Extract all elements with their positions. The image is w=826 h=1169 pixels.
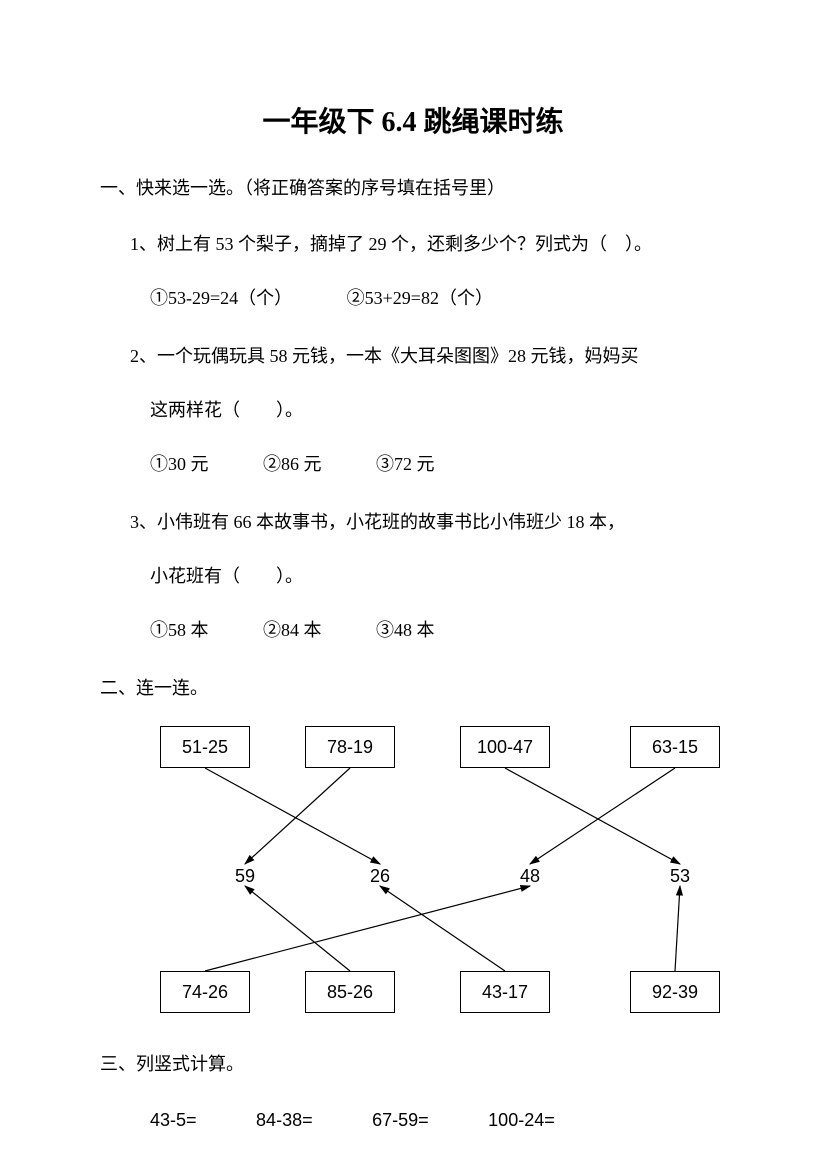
page-title: 一年级下 6.4 跳绳课时练	[100, 100, 726, 140]
q3-text-cont: 小花班有（ ）。	[150, 558, 726, 594]
q3-text: 3、小伟班有 66 本故事书，小花班的故事书比小伟班少 18 本，	[130, 504, 726, 540]
expr-box: 78-19	[305, 726, 395, 768]
expr-box: 63-15	[630, 726, 720, 768]
section3-header: 三、列竖式计算。	[100, 1046, 726, 1082]
q2-opt1: ①30 元	[150, 446, 209, 482]
answer-number: 59	[235, 866, 255, 887]
calc-3: 67-59=	[372, 1102, 429, 1138]
q1-opt1: ①53-29=24（个）	[150, 280, 292, 316]
answer-number: 53	[670, 866, 690, 887]
q1-opt2: ②53+29=82（个）	[347, 280, 493, 316]
section2-header: 二、连一连。	[100, 670, 726, 706]
matching-diagram: 51-25 78-19 100-47 63-15 74-26 85-26 43-17 92-3…	[140, 726, 740, 1026]
expr-box: 92-39	[630, 971, 720, 1013]
expr-box: 85-26	[305, 971, 395, 1013]
q3-options: ①58 本 ②84 本 ③48 本	[150, 612, 726, 648]
calc-row: 43-5= 84-38= 67-59= 100-24=	[150, 1102, 726, 1138]
q3-opt1: ①58 本	[150, 612, 209, 648]
q2-text-cont: 这两样花（ ）。	[150, 392, 726, 428]
q3-opt2: ②84 本	[263, 612, 322, 648]
q2-text: 2、一个玩偶玩具 58 元钱，一本《大耳朵图图》28 元钱，妈妈买	[130, 338, 726, 374]
calc-1: 43-5=	[150, 1102, 197, 1138]
expr-box: 43-17	[460, 971, 550, 1013]
q1-text: 1、树上有 53 个梨子，摘掉了 29 个，还剩多少个？列式为（ ）。	[130, 226, 726, 262]
section1-header: 一、快来选一选。（将正确答案的序号填在括号里）	[100, 170, 726, 206]
q2-opt2: ②86 元	[263, 446, 322, 482]
q2-opt3: ③72 元	[376, 446, 435, 482]
expr-box: 100-47	[460, 726, 550, 768]
answer-number: 26	[370, 866, 390, 887]
q3-opt3: ③48 本	[376, 612, 435, 648]
calc-2: 84-38=	[256, 1102, 313, 1138]
q2-options: ①30 元 ②86 元 ③72 元	[150, 446, 726, 482]
answer-number: 48	[520, 866, 540, 887]
expr-box: 74-26	[160, 971, 250, 1013]
calc-4: 100-24=	[488, 1102, 555, 1138]
expr-box: 51-25	[160, 726, 250, 768]
q1-options: ①53-29=24（个） ②53+29=82（个）	[150, 280, 726, 316]
